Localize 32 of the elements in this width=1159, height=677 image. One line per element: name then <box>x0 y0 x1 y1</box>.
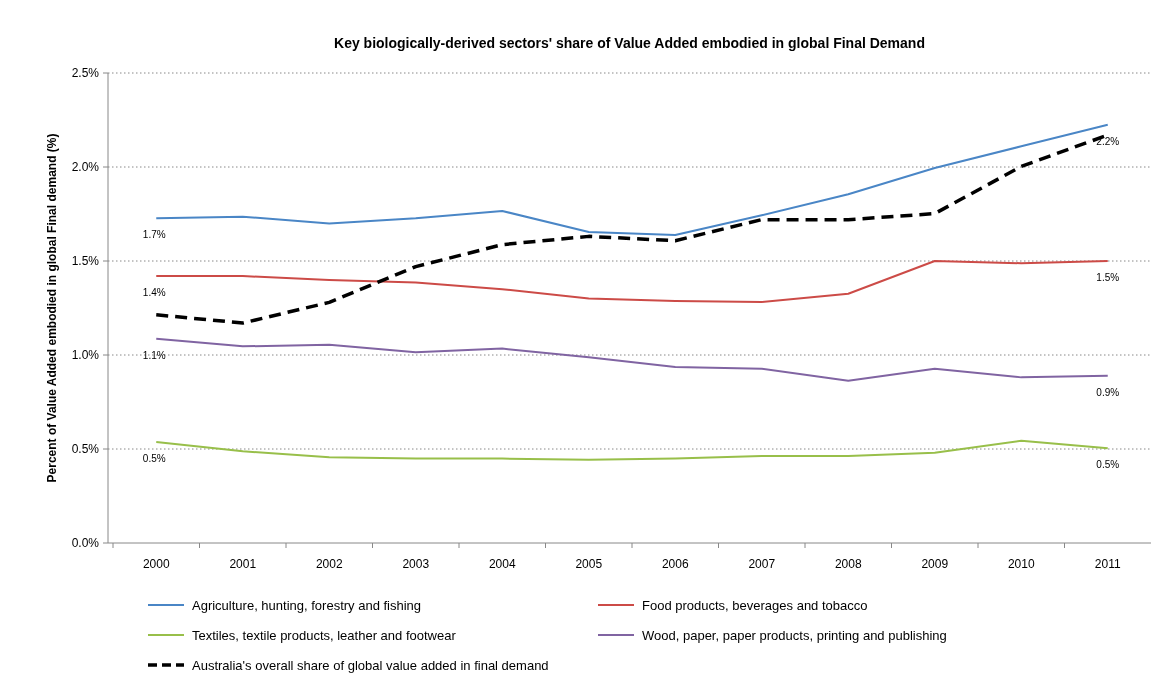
legend-label: Agriculture, hunting, forestry and fishing <box>192 598 422 613</box>
legend-label: Australia's overall share of global value added in final demand <box>192 658 549 673</box>
data-label: 0.5% <box>142 453 166 465</box>
y-tick-label: 2.0% <box>71 160 100 174</box>
data-label: 1.7% <box>142 229 166 241</box>
y-tick-label: 1.0% <box>71 348 100 362</box>
data-label: 0.5% <box>1096 459 1120 471</box>
x-tick-label: 2000 <box>142 557 170 571</box>
x-tick-label: 2004 <box>488 557 516 571</box>
x-tick-label: 2007 <box>748 557 776 571</box>
chart-title: Key biologically-derived sectors' share of Value Added embodied in global Final Demand <box>334 35 925 51</box>
data-label: 1.4% <box>142 287 166 299</box>
y-axis-title: Percent of Value Added embodied in global Final demand (%) <box>45 133 59 483</box>
data-label: 1.1% <box>142 349 166 361</box>
y-tick-label: 0.5% <box>71 442 100 456</box>
x-tick-label: 2003 <box>402 557 430 571</box>
x-tick-label: 2002 <box>315 557 343 571</box>
y-tick-label: 1.5% <box>71 254 100 268</box>
data-label: 1.5% <box>1096 272 1120 283</box>
x-tick-label: 2011 <box>1094 557 1121 571</box>
x-tick-label: 2005 <box>575 557 603 571</box>
x-tick-label: 2001 <box>229 557 257 571</box>
legend-label: Wood, paper, paper products, printing and publishing <box>642 628 947 643</box>
legend-label: Food products, beverages and tobacco <box>642 598 868 613</box>
y-tick-label: 0.0% <box>71 536 100 550</box>
x-tick-label: 2009 <box>921 557 949 571</box>
x-tick-label: 2006 <box>661 557 689 571</box>
x-tick-label: 2008 <box>834 557 862 571</box>
data-label: 0.9% <box>1096 386 1120 398</box>
y-tick-label: 2.5% <box>71 66 100 80</box>
legend-label: Textiles, textile products, leather and footwear <box>192 628 457 643</box>
x-tick-label: 2010 <box>1007 557 1035 571</box>
